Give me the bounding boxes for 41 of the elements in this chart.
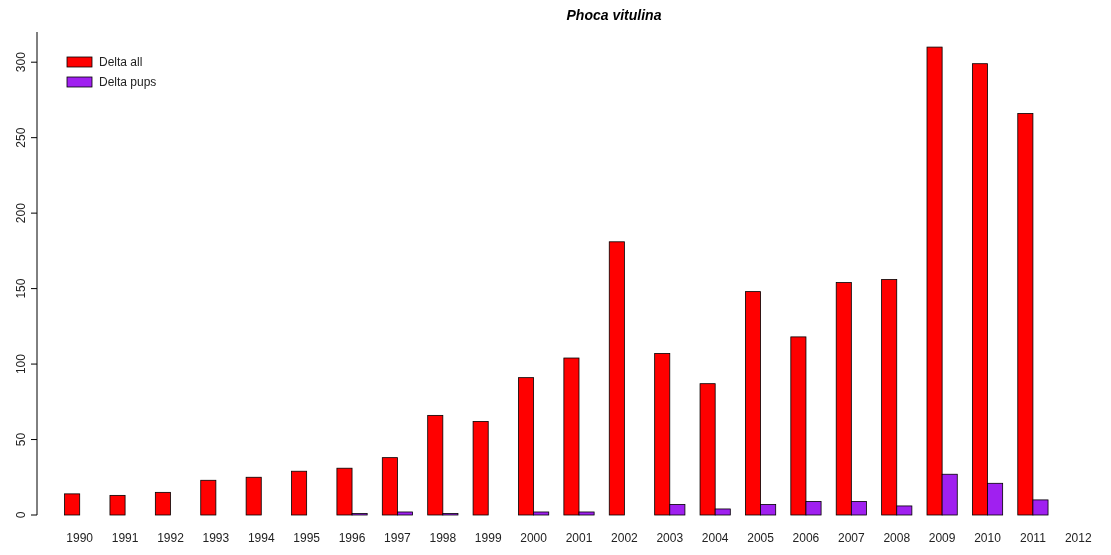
- y-tick-label: 200: [14, 202, 28, 224]
- legend-label: Delta all: [99, 55, 143, 69]
- bar: [245, 476, 262, 516]
- x-tick-label: 2007: [838, 531, 866, 545]
- x-tick-label: 1994: [247, 531, 275, 545]
- x-tick-label: 2011: [1020, 531, 1047, 545]
- x-tick-label: 2006: [792, 531, 820, 545]
- x-tick-label: 2009: [928, 531, 956, 545]
- bar: [200, 479, 217, 516]
- y-tick-label: 50: [14, 432, 28, 447]
- y-tick-label: 300: [14, 51, 28, 73]
- bar: [64, 493, 81, 516]
- bar: [291, 470, 308, 516]
- x-tick-label: 2012: [1064, 531, 1092, 545]
- y-tick-label: 0: [14, 511, 28, 519]
- x-tick-label: 1992: [157, 531, 185, 545]
- x-tick-label: 2000: [520, 531, 548, 545]
- x-tick-label: 2008: [883, 531, 911, 545]
- x-tick-label: 1997: [384, 531, 412, 545]
- legend-label: Delta pups: [99, 75, 157, 89]
- x-tick-label: 1996: [338, 531, 366, 545]
- x-tick-label: 1995: [293, 531, 321, 545]
- y-tick-label: 250: [14, 127, 28, 148]
- x-tick-label: 2002: [611, 531, 639, 545]
- x-tick-label: 1999: [474, 531, 502, 545]
- x-tick-label: 2010: [974, 531, 1002, 545]
- bar: [472, 421, 489, 516]
- bar: [608, 241, 625, 516]
- x-tick-label: 2001: [565, 531, 593, 545]
- y-tick-label: 150: [14, 278, 28, 299]
- x-tick-label: 1998: [429, 531, 457, 545]
- x-tick-label: 1990: [66, 531, 94, 545]
- x-tick-label: 2004: [701, 531, 729, 545]
- chart-title: Phoca vitulina: [566, 7, 662, 23]
- x-tick-label: 1991: [111, 531, 139, 545]
- x-tick-label: 2003: [656, 531, 684, 545]
- bar: [109, 494, 126, 516]
- bar: [154, 491, 171, 516]
- x-tick-label: 2005: [747, 531, 775, 545]
- y-tick-label: 100: [14, 353, 28, 375]
- x-tick-label: 1993: [202, 531, 230, 545]
